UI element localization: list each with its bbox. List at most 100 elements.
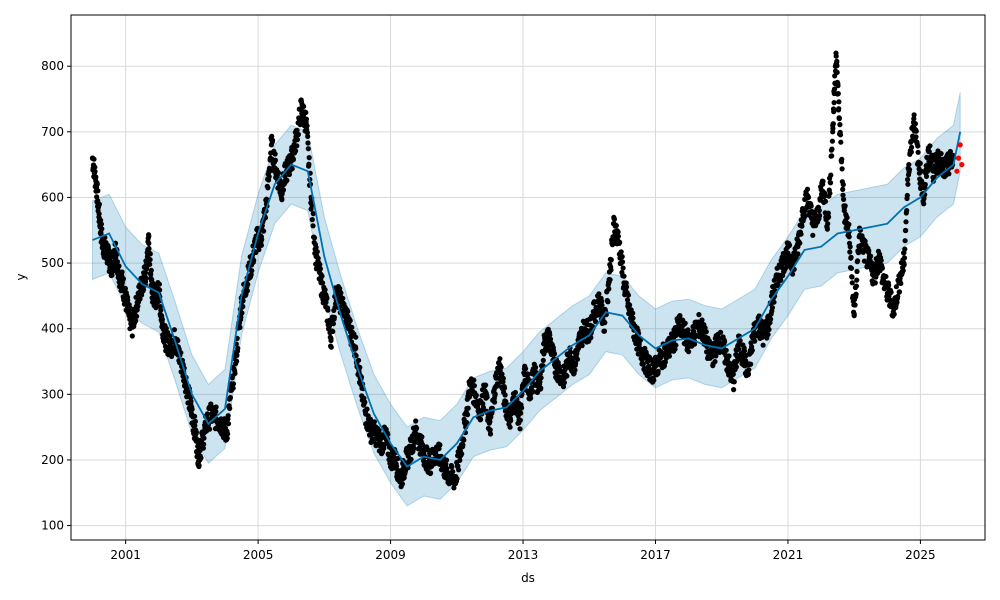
x-tick-label: 2001 [110, 548, 141, 562]
observed-point [148, 271, 154, 278]
observed-point [240, 303, 246, 310]
observed-point [726, 353, 732, 359]
observed-point [450, 469, 456, 475]
observed-point [837, 122, 843, 128]
observed-point [913, 128, 919, 134]
observed-point [846, 234, 852, 240]
x-tick-label: 2017 [640, 548, 671, 562]
observed-point [305, 146, 311, 152]
observed-point [852, 302, 858, 308]
y-axis-ticks: 100 200 300 400 500 600 700 800 [41, 59, 71, 533]
observed-point [547, 332, 553, 338]
observed-point [150, 280, 156, 286]
observed-point [497, 356, 503, 362]
observed-point [825, 210, 831, 216]
observed-point [915, 143, 921, 149]
observed-point [349, 324, 355, 330]
observed-point [171, 327, 177, 333]
observed-point [95, 188, 101, 194]
observed-point [651, 377, 657, 383]
observed-point [163, 325, 169, 331]
observed-point [895, 293, 901, 300]
observed-point [381, 441, 387, 448]
observed-point [778, 277, 784, 283]
observed-point [225, 431, 231, 437]
observed-point [938, 151, 944, 157]
observed-point [294, 143, 300, 149]
y-tick-label: 700 [41, 125, 64, 139]
observed-point [189, 406, 195, 412]
observed-point [328, 344, 334, 350]
plot-frame [70, 14, 986, 541]
observed-point [596, 291, 602, 297]
observed-point [900, 268, 906, 274]
observed-point [465, 412, 471, 418]
observed-point [156, 281, 162, 287]
observed-point [733, 364, 740, 370]
observed-point [492, 399, 498, 405]
observed-point [94, 194, 100, 200]
observed-point [213, 408, 219, 415]
x-tick-label: 2005 [243, 548, 274, 562]
observed-point [557, 364, 563, 370]
observed-point [356, 357, 362, 363]
observed-point [399, 481, 405, 487]
observed-point [840, 192, 846, 198]
observed-point [362, 399, 368, 405]
observed-point [519, 405, 525, 411]
observed-point [798, 231, 804, 237]
observed-point [905, 181, 911, 187]
observed-point [846, 221, 852, 227]
observed-point [746, 367, 752, 373]
observed-point [147, 251, 153, 257]
observed-point [313, 244, 319, 250]
y-tick-label: 800 [41, 59, 64, 73]
observed-point [909, 144, 915, 150]
recent-point [954, 168, 960, 174]
y-tick-label: 100 [41, 519, 64, 533]
observed-point [320, 280, 326, 286]
observed-point [256, 247, 262, 253]
observed-point [315, 255, 321, 261]
observed-point [839, 166, 845, 172]
observed-point [464, 419, 470, 426]
observed-point [460, 442, 466, 448]
recent-points [954, 142, 965, 174]
observed-point [492, 391, 498, 397]
observed-point [579, 343, 585, 349]
observed-point [280, 187, 287, 193]
observed-point [904, 192, 910, 199]
recent-point [955, 155, 962, 161]
observed-point [888, 289, 894, 295]
observed-point [621, 273, 627, 279]
observed-point [175, 338, 181, 344]
x-tick-label: 2013 [508, 548, 539, 562]
observed-point [294, 127, 300, 133]
observed-point [147, 257, 153, 263]
observed-point [487, 427, 493, 433]
observed-point [831, 86, 838, 92]
observed-point [673, 342, 679, 348]
y-tick-label: 400 [41, 322, 64, 336]
observed-point [225, 421, 232, 427]
forecast-line [92, 131, 962, 468]
observed-point [607, 277, 613, 283]
observed-point [853, 291, 859, 297]
observed-point [303, 109, 309, 116]
observed-point [851, 311, 857, 317]
observed-point [838, 139, 844, 145]
observed-point [834, 63, 840, 69]
observed-point [749, 347, 755, 353]
observed-point [567, 349, 573, 355]
observed-point [304, 130, 310, 136]
observed-point [560, 384, 567, 390]
observed-point [810, 232, 816, 238]
observed-point [891, 311, 897, 317]
observed-point [849, 280, 855, 286]
observed-point [465, 405, 471, 411]
observed-point [116, 263, 122, 269]
observed-point [620, 265, 626, 271]
observed-point [114, 259, 120, 265]
observed-point [98, 221, 104, 227]
observed-point [146, 233, 152, 239]
